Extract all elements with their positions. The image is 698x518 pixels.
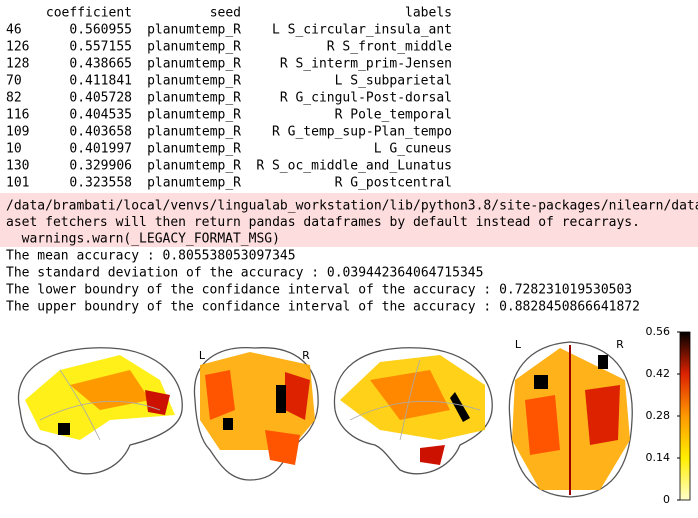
colorbar	[679, 331, 691, 501]
row-index: 109	[6, 125, 29, 140]
coefficient: 0.329906	[69, 159, 132, 174]
row-index: 82	[6, 91, 22, 106]
row-index: 116	[6, 108, 29, 123]
warning-line: /data/brambati/local/venvs/lingualab_wor…	[6, 199, 698, 214]
seed: planumtemp_R	[147, 142, 241, 157]
column-header: labels	[405, 6, 452, 21]
output-line: The upper boundry of the confidance inte…	[6, 300, 640, 315]
row-index: 10	[6, 142, 22, 157]
glass-brain	[17, 341, 633, 498]
seed: planumtemp_R	[147, 159, 241, 174]
coefficient: 0.557155	[69, 40, 132, 55]
row-index: 46	[6, 23, 22, 38]
label: L S_circular_insula_ant	[272, 23, 452, 38]
coefficient: 0.323558	[69, 176, 132, 191]
colorbar-tick-label: 0	[663, 493, 670, 506]
warning-line: warnings.warn(_LEGACY_FORMAT_MSG)	[6, 232, 280, 247]
colorbar-tick-label: 0.14	[646, 451, 671, 464]
coefficient: 0.403658	[69, 125, 132, 140]
seed: planumtemp_R	[147, 108, 241, 123]
output-line: The standard deviation of the accuracy :…	[6, 266, 483, 281]
label: R Pole_temporal	[335, 108, 452, 123]
row-index: 128	[6, 57, 29, 72]
label: L S_subparietal	[335, 74, 452, 89]
orientation-label: R	[302, 349, 310, 362]
output-line: The mean accuracy : 0.805538053097345	[6, 249, 296, 264]
coefficient: 0.404535	[69, 108, 132, 123]
label: R G_postcentral	[335, 176, 452, 191]
row-index: 126	[6, 40, 29, 55]
seed: planumtemp_R	[147, 125, 241, 140]
label: R S_oc_middle_and_Lunatus	[256, 159, 452, 174]
row-index: 130	[6, 159, 29, 174]
coefficient: 0.401997	[69, 142, 132, 157]
label: L G_cuneus	[374, 142, 452, 157]
label: R G_temp_sup-Plan_tempo	[272, 125, 452, 140]
label: R S_interm_prim-Jensen	[280, 57, 452, 72]
output-line: The lower boundry of the confidance inte…	[6, 283, 632, 298]
orientation-label: L	[199, 349, 206, 362]
seed: planumtemp_R	[147, 23, 241, 38]
label: R S_front_middle	[327, 40, 452, 55]
orientation-label: L	[515, 338, 522, 351]
warning-box	[0, 193, 698, 247]
colorbar-tick-label: 0.42	[646, 367, 671, 380]
orientation-label: R	[616, 338, 624, 351]
column-header: seed	[210, 6, 241, 21]
row-index: 70	[6, 74, 22, 89]
seed: planumtemp_R	[147, 40, 241, 55]
colorbar-tick-label: 0.28	[646, 409, 671, 422]
label: R G_cingul-Post-dorsal	[280, 91, 452, 106]
seed: planumtemp_R	[147, 91, 241, 106]
seed: planumtemp_R	[147, 176, 241, 191]
warning-line: aset fetchers will then return pandas da…	[6, 215, 640, 230]
seed: planumtemp_R	[147, 57, 241, 72]
row-index: 101	[6, 176, 29, 191]
coefficient: 0.438665	[69, 57, 132, 72]
coefficient: 0.405728	[69, 91, 132, 106]
seed: planumtemp_R	[147, 74, 241, 89]
coefficient: 0.560955	[69, 23, 132, 38]
coefficient: 0.411841	[69, 74, 132, 89]
column-header: coefficient	[46, 6, 132, 21]
colorbar-tick-label: 0.56	[646, 325, 671, 338]
